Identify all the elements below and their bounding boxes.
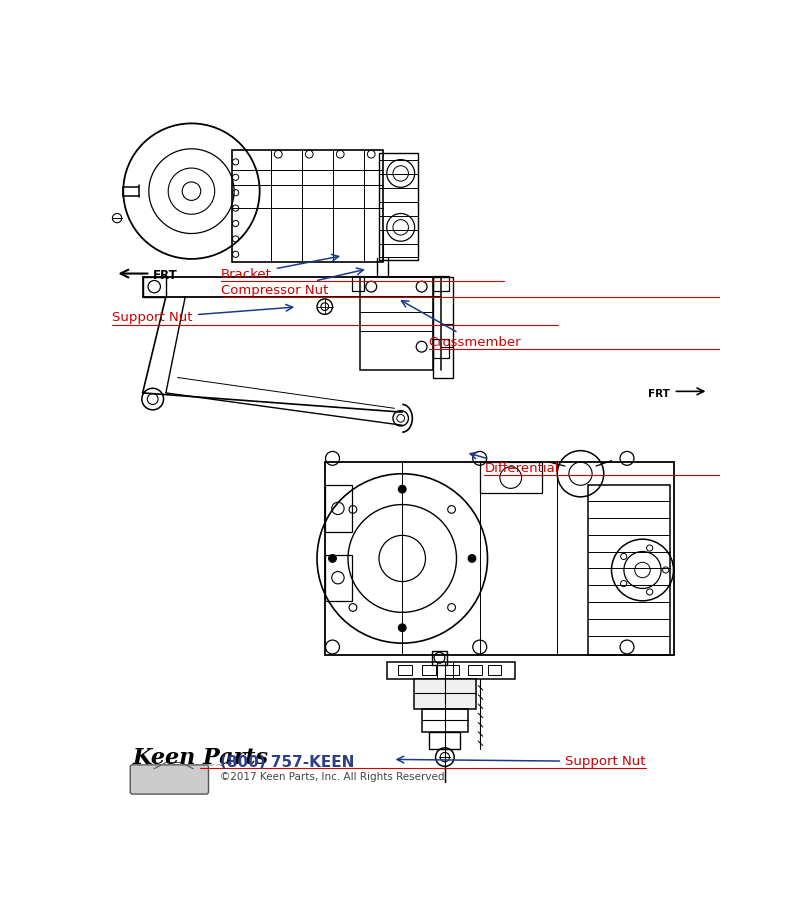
Bar [386,662,514,680]
Text: Differential: Differential [470,453,559,475]
Text: Crossmember: Crossmember [402,301,522,348]
Bar [422,665,435,676]
Text: Support Nut: Support Nut [397,755,646,768]
FancyBboxPatch shape [130,765,209,794]
Bar [142,277,166,297]
Circle shape [398,485,406,493]
Text: FRT: FRT [153,269,178,283]
Bar [325,554,352,601]
Bar [434,277,453,377]
Circle shape [329,554,336,562]
Bar [325,463,674,654]
Bar [432,651,447,665]
Bar [434,339,449,358]
Text: FRT: FRT [648,389,670,399]
Bar [430,732,460,749]
Text: (800) 757-KEEN: (800) 757-KEEN [220,755,354,770]
Bar [487,665,502,676]
Bar [360,277,434,370]
Bar [434,276,449,292]
Text: Bracket: Bracket [221,255,338,281]
Text: ~~~~~~~~~~: ~~~~~~~~~~ [133,761,225,771]
Circle shape [468,554,476,562]
Text: Compressor Nut: Compressor Nut [221,268,363,297]
Text: Support Nut: Support Nut [112,304,293,325]
Bar [422,708,468,732]
Circle shape [398,624,406,632]
Bar [414,680,476,708]
Bar [588,485,670,654]
Bar [379,153,418,260]
Bar [398,665,412,676]
Text: ©2017 Keen Parts, Inc. All Rights Reserved: ©2017 Keen Parts, Inc. All Rights Reserv… [220,771,445,782]
Bar [352,276,363,292]
Bar [445,665,459,676]
Text: Keen Parts: Keen Parts [133,747,269,770]
Bar [468,665,482,676]
Bar [325,485,352,532]
Bar [232,150,383,262]
Bar [480,463,542,493]
